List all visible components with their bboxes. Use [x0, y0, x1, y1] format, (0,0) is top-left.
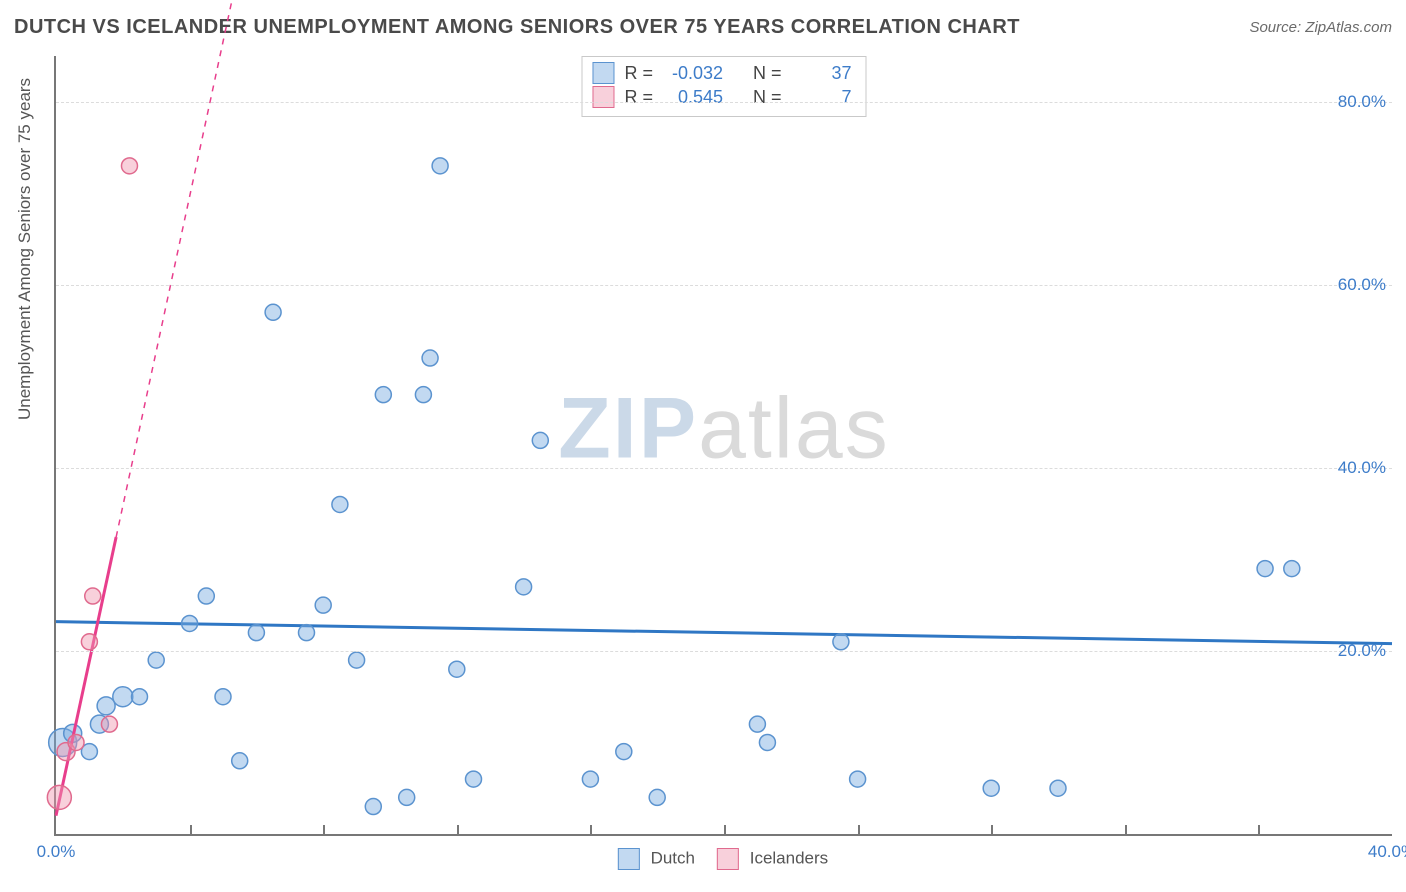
gridline	[56, 468, 1392, 469]
scatter-point	[198, 588, 214, 604]
gridline	[56, 285, 1392, 286]
x-tick-mark	[991, 825, 993, 835]
trend-line	[56, 537, 116, 816]
x-tick-mark	[724, 825, 726, 835]
series-legend: Dutch Icelanders	[618, 848, 828, 870]
scatter-point	[215, 689, 231, 705]
x-tick-mark	[190, 825, 192, 835]
scatter-point	[248, 625, 264, 641]
scatter-point	[182, 615, 198, 631]
scatter-point	[315, 597, 331, 613]
x-tick-label: 0.0%	[37, 842, 76, 862]
scatter-point	[299, 625, 315, 641]
scatter-point	[1284, 561, 1300, 577]
scatter-point	[365, 799, 381, 815]
scatter-point	[466, 771, 482, 787]
scatter-point	[113, 687, 133, 707]
scatter-point	[415, 387, 431, 403]
chart-source: Source: ZipAtlas.com	[1249, 19, 1392, 36]
scatter-point	[132, 689, 148, 705]
scatter-point	[349, 652, 365, 668]
scatter-point	[101, 716, 117, 732]
gridline	[56, 102, 1392, 103]
scatter-svg	[56, 56, 1392, 834]
scatter-point	[649, 789, 665, 805]
y-tick-label: 80.0%	[1338, 92, 1386, 112]
legend-label: Icelanders	[750, 848, 828, 867]
scatter-point	[516, 579, 532, 595]
trend-line	[116, 0, 240, 537]
gridline	[56, 651, 1392, 652]
y-tick-label: 60.0%	[1338, 275, 1386, 295]
x-tick-mark	[457, 825, 459, 835]
x-tick-mark	[590, 825, 592, 835]
scatter-point	[432, 158, 448, 174]
legend-item-dutch: Dutch	[618, 848, 695, 870]
scatter-point	[422, 350, 438, 366]
y-axis-title: Unemployment Among Seniors over 75 years	[15, 78, 35, 420]
chart-area: ZIPatlas R = -0.032 N = 37 R = 0.545 N =…	[54, 56, 1392, 836]
scatter-point	[582, 771, 598, 787]
y-tick-label: 20.0%	[1338, 641, 1386, 661]
scatter-point	[148, 652, 164, 668]
scatter-point	[85, 588, 101, 604]
plot-area: ZIPatlas R = -0.032 N = 37 R = 0.545 N =…	[54, 56, 1392, 836]
scatter-point	[68, 734, 84, 750]
scatter-point	[616, 744, 632, 760]
legend-item-icelanders: Icelanders	[717, 848, 828, 870]
scatter-point	[399, 789, 415, 805]
legend-swatch-icelanders	[717, 848, 739, 870]
scatter-point	[232, 753, 248, 769]
x-tick-mark	[1125, 825, 1127, 835]
scatter-point	[983, 780, 999, 796]
scatter-point	[749, 716, 765, 732]
scatter-point	[81, 634, 97, 650]
legend-swatch-dutch	[618, 848, 640, 870]
x-tick-mark	[858, 825, 860, 835]
y-tick-label: 40.0%	[1338, 458, 1386, 478]
scatter-point	[1257, 561, 1273, 577]
scatter-point	[121, 158, 137, 174]
chart-header: DUTCH VS ICELANDER UNEMPLOYMENT AMONG SE…	[14, 16, 1392, 39]
scatter-point	[449, 661, 465, 677]
scatter-point	[532, 432, 548, 448]
scatter-point	[332, 496, 348, 512]
scatter-point	[97, 697, 115, 715]
scatter-point	[375, 387, 391, 403]
x-tick-label: 40.0%	[1368, 842, 1406, 862]
scatter-point	[265, 304, 281, 320]
scatter-point	[759, 734, 775, 750]
chart-title: DUTCH VS ICELANDER UNEMPLOYMENT AMONG SE…	[14, 16, 1020, 39]
scatter-point	[833, 634, 849, 650]
x-tick-mark	[323, 825, 325, 835]
legend-label: Dutch	[651, 848, 695, 867]
scatter-point	[1050, 780, 1066, 796]
scatter-point	[47, 785, 71, 809]
x-tick-mark	[1258, 825, 1260, 835]
scatter-point	[850, 771, 866, 787]
